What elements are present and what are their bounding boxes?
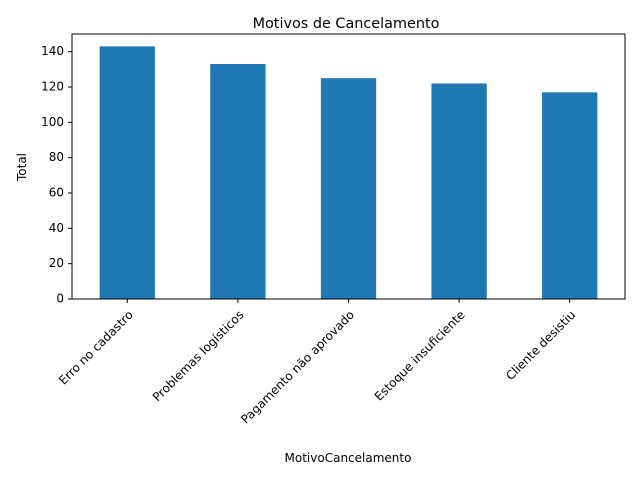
y-tick-label: 140 [41, 44, 64, 58]
bars-layer [99, 46, 598, 300]
x-tick-label: Problemas logísticos [150, 308, 247, 405]
x-tick-label: Cliente desistiu [503, 308, 578, 383]
y-tick-label: 120 [41, 80, 64, 94]
plot-frame [71, 33, 626, 300]
y-tick-label: 20 [49, 256, 64, 270]
bar [210, 64, 266, 300]
bar [320, 78, 377, 300]
chart-title: Motivos de Cancelamento [253, 16, 440, 32]
y-axis-ticks: 0 20 40 60 80 100 120 140 [41, 44, 72, 306]
bar [431, 83, 487, 299]
x-tick-label: Estoque insuficiente [372, 308, 468, 404]
x-axis-ticks: Erro no cadastro Problemas logísticosPaga… [56, 299, 578, 427]
y-tick-label: 100 [41, 115, 64, 129]
bar [542, 92, 598, 299]
y-tick-label: 60 [49, 186, 64, 200]
y-tick-label: 0 [56, 292, 64, 306]
y-axis-label: Total [15, 153, 29, 182]
x-tick-label: Pagamento não aprovado [238, 308, 357, 427]
bar [99, 46, 155, 299]
x-axis-label: MotivoCancelamento [285, 451, 412, 465]
x-tick-label: Erro no cadastro [56, 308, 136, 388]
y-tick-label: 40 [49, 221, 64, 235]
y-tick-label: 80 [49, 150, 64, 164]
